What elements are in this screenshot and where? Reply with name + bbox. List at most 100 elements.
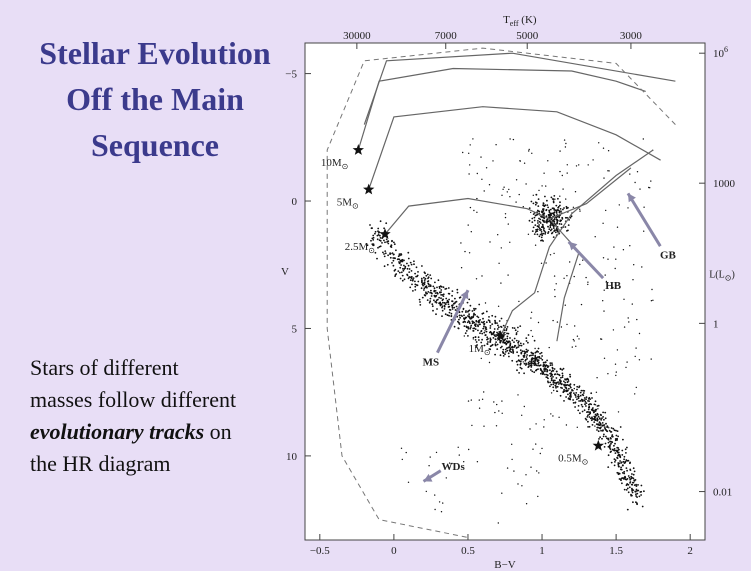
star-point	[492, 331, 495, 334]
star-point	[636, 492, 639, 495]
star-point	[484, 330, 486, 332]
star-point	[501, 492, 503, 494]
star-point	[566, 323, 568, 326]
star-point	[528, 219, 531, 222]
star-point	[635, 493, 637, 496]
star-point	[391, 239, 393, 242]
star-point	[621, 477, 624, 479]
star-point	[549, 226, 552, 229]
star-point	[524, 358, 527, 361]
star-point	[560, 223, 563, 226]
star-point	[575, 165, 578, 167]
star-point	[451, 304, 454, 306]
star-point	[617, 435, 619, 438]
star-point	[636, 171, 639, 173]
star-point	[565, 205, 568, 208]
star-point	[577, 405, 580, 407]
star-point	[569, 261, 571, 263]
star-point	[544, 195, 546, 198]
star-point	[500, 282, 502, 284]
star-point	[450, 315, 453, 317]
star-point	[616, 349, 619, 351]
star-point	[534, 347, 536, 350]
mass-label: 0.5M⊙	[558, 453, 588, 467]
star-point	[552, 383, 555, 386]
star-point	[550, 383, 553, 386]
star-point	[394, 275, 396, 277]
star-point	[525, 356, 528, 358]
star-point	[609, 431, 612, 433]
star-point	[405, 451, 407, 454]
star-point	[451, 462, 453, 465]
star-point	[591, 397, 593, 399]
star-point	[509, 138, 511, 140]
star-point	[502, 324, 505, 327]
star-point	[530, 200, 533, 203]
star-point	[602, 147, 605, 149]
star-point	[425, 274, 428, 277]
star-point	[559, 204, 561, 207]
star-point	[552, 319, 554, 322]
star-point	[583, 390, 586, 392]
star-point	[453, 325, 456, 328]
star-point	[546, 366, 549, 369]
evolution-track	[500, 149, 654, 337]
star-point	[566, 164, 568, 166]
star-point	[427, 291, 430, 293]
x-tick-label: 0	[391, 545, 397, 557]
star-point	[563, 139, 566, 141]
star-point	[619, 426, 622, 428]
star-point	[607, 437, 610, 440]
star-point	[480, 321, 483, 323]
star-point	[633, 470, 636, 473]
star-point	[528, 207, 531, 210]
star-point	[555, 377, 558, 379]
star-point	[442, 286, 445, 289]
star-point	[528, 150, 530, 152]
star-point	[557, 197, 559, 200]
star-point	[571, 389, 574, 392]
star-point	[481, 332, 484, 335]
star-point	[435, 301, 438, 304]
star-point	[496, 343, 499, 346]
star-point	[511, 458, 513, 461]
star-point	[542, 229, 545, 231]
plot-frame	[304, 42, 706, 541]
star-point	[554, 209, 557, 212]
star-point	[500, 247, 502, 249]
mass-star-marker	[494, 330, 507, 341]
star-point	[634, 181, 636, 184]
star-point	[628, 321, 630, 323]
star-point	[528, 365, 530, 368]
star-point	[504, 213, 507, 215]
star-point	[436, 298, 439, 301]
star-point	[550, 214, 552, 217]
star-point	[535, 364, 538, 367]
star-point	[456, 291, 459, 294]
star-point	[599, 423, 602, 425]
star-point	[540, 239, 542, 242]
star-point	[505, 328, 508, 330]
star-point	[556, 220, 559, 223]
y-tick-label: 5	[292, 323, 298, 335]
mass-label: 1M⊙	[469, 343, 491, 357]
star-point	[397, 270, 400, 272]
star-point	[479, 323, 481, 326]
star-point	[627, 207, 629, 209]
star-point	[459, 296, 462, 299]
body-line-2: masses follow different	[30, 387, 237, 412]
star-point	[451, 294, 453, 297]
star-point	[519, 342, 522, 345]
star-point	[473, 307, 475, 310]
star-point	[574, 394, 577, 397]
star-point	[560, 383, 563, 386]
star-point	[588, 416, 591, 418]
star-point	[489, 325, 492, 327]
star-point	[591, 416, 593, 419]
star-point	[619, 468, 622, 471]
star-point	[535, 351, 538, 353]
star-point	[541, 225, 544, 228]
star-point	[499, 354, 502, 357]
star-point	[434, 508, 436, 511]
star-point	[448, 462, 451, 464]
